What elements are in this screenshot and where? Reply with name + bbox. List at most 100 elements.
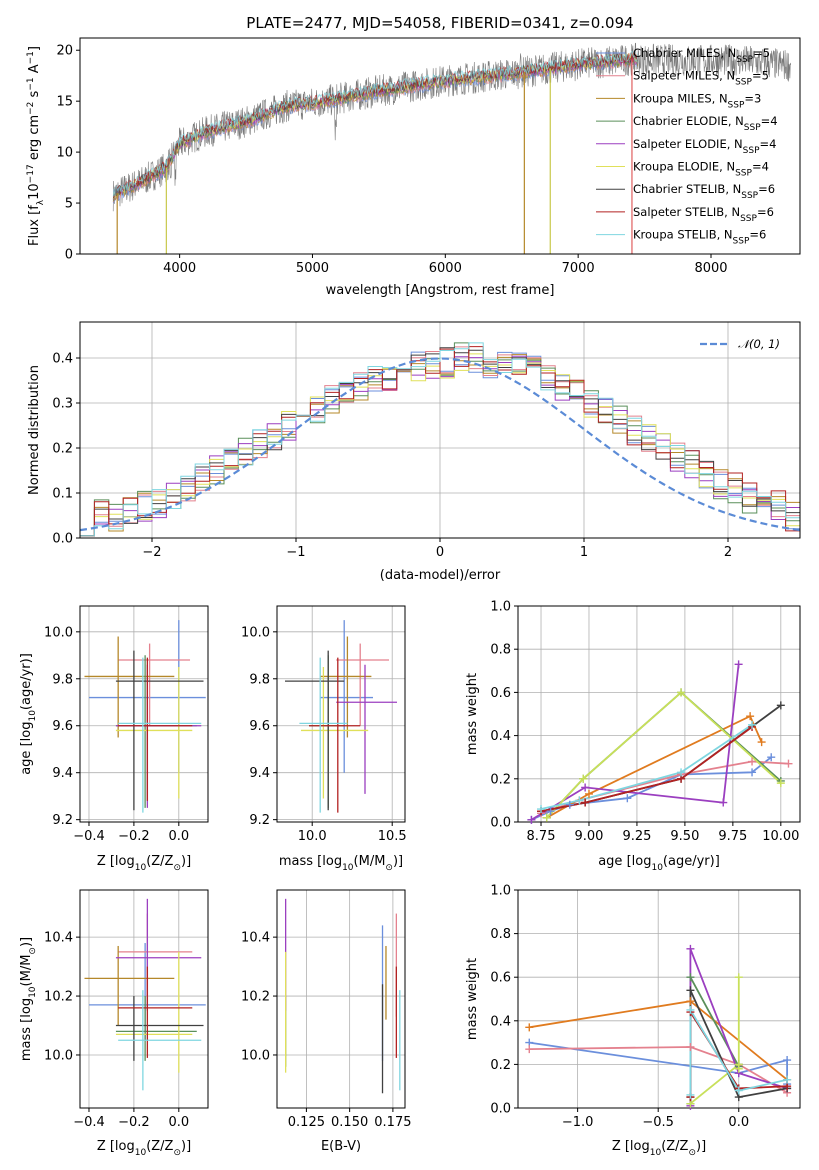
frame-mass_Z: −0.4 −0.2 0.0 10.0 10.2 10.4 [44,889,209,1130]
mass-Z-ylabel-part: 10 [28,986,38,998]
y-tick-label: 10.4 [44,931,73,946]
legend-entry-part: Chabrier ELODIE, N [633,114,744,128]
frame-mass_ebv: 0.125 0.150 0.175 10.0 10.2 10.4 [241,889,412,1130]
model-spectrum-chabrier-stelib [112,52,639,199]
axes-frame [79,605,209,823]
x-tick-label: −1.0 [562,1115,594,1130]
x-tick-label: −2 [142,545,161,560]
mass-Z-ylabel-part: mass [log [19,998,34,1061]
axes-weight_age: 8.75 9.00 9.25 9.50 9.75 10.00 0.0 0.2 0.4 0.6 0.8… [465,600,801,873]
age-mass-xlabel-part: 10 [342,863,354,873]
mass-Z-xlabel-part: Z [log [97,1139,135,1154]
x-tick-label: −1 [286,545,305,560]
axes-age_Z: −0.4 −0.2 0.09.29.49.69.810.0Z [log10(Z/Z⊙… [19,605,209,873]
mass-Z-xlabel-part: ⊙ [173,1148,181,1158]
frame-weight_Z: −1.0 −0.5 0.0 0.0 0.2 0.4 0.6 0.8 1.0 [490,884,801,1130]
plus-marker [748,768,757,777]
residuals-ylabel: Normed distribution [27,365,42,495]
y-tick-label: 10.2 [44,990,73,1005]
frame-age_mass: 10.0 10.5 9.2 9.4 9.6 9.8 10.0 [241,605,407,844]
y-tick-label: 0.2 [490,1058,511,1073]
plot-area-mass_Z [84,898,206,1091]
series-line-kroupa-stelib [689,1006,788,1095]
age-mass-xlabel-part: mass [log [279,854,342,869]
spectrum-ylabel-part: −17 [26,164,36,183]
plot-area-age_Z [84,620,206,813]
y-tick-label: 9.4 [52,766,73,781]
legend-entry: Chabrier ELODIE, NSSP=4 [633,114,778,133]
model-spectrum-kroupa-elodie [112,53,639,200]
age-Z-xlabel-part: (Z/Z [146,854,173,869]
spectrum-ylabel-part: A [27,64,42,77]
weight-Z-ylabel: mass weight [465,958,480,1040]
legend-entry-part: SSP [728,100,745,110]
weight-Z-xlabel-part: ⊙ [688,1148,696,1158]
series-line-kroupa-stelib [540,724,753,810]
legend-entry: Chabrier MILES, NSSP=5 [633,46,770,65]
x-tick-label: 0.150 [331,1115,368,1130]
weight-Z-xlabel-part: (Z/Z [661,1139,688,1154]
plus-marker [776,701,785,710]
axes-frame [517,889,801,1109]
plot-area-age_mass [285,620,397,813]
y-tick-label: 10 [56,146,73,161]
y-tick-label: 9.2 [249,813,270,828]
age-Z-xlabel-part: ⊙ [173,863,181,873]
figure-title: PLATE=2477, MJD=54058, FIBERID=0341, z=0… [246,14,633,32]
data-spectrum-line [112,42,791,212]
weight-Z-xlabel-part: Z [log [612,1139,650,1154]
histogram-kroupa-stelib [80,342,800,537]
y-tick-label: 10.0 [44,1048,73,1063]
model-spectrum-kroupa-stelib [112,50,639,197]
plus-marker [757,738,766,747]
legend-entry-part: Chabrier MILES, N [633,46,736,60]
x-tick-label: −0.4 [73,829,105,844]
plus-marker [527,815,536,824]
y-tick-label: 0.0 [490,816,511,831]
plus-marker [734,1086,743,1095]
frame-spectrum: 4000 5000 6000 7000 8000 0 5 10 15 20 [56,37,801,276]
x-tick-label: 6000 [429,261,462,276]
y-tick-label: 5 [65,197,73,212]
plus-marker [686,973,695,982]
y-tick-label: 9.6 [52,719,73,734]
spectrum-xlabel: wavelength [Angstrom, rest frame] [326,283,555,298]
y-tick-label: 0 [65,248,73,263]
spectrum-ylabel-part: −1 [26,51,36,64]
axes-frame [79,889,209,1109]
age-Z-xlabel-part: 10 [135,863,147,873]
x-tick-label: 0.125 [288,1115,325,1130]
plus-marker [575,796,584,805]
series-line-chabrier-miles [529,1041,788,1084]
x-tick-label: 8000 [694,261,727,276]
mass-Z-xlabel-part: 10 [135,1148,147,1158]
series-line-kroupa-elodie [689,977,740,1105]
legend-entry-part: =5 [752,69,769,83]
spectrum-ylabel-part: 10 [27,183,42,200]
plus-marker [542,813,551,822]
x-tick-label: 10.5 [378,829,407,844]
axes-frame [276,605,406,823]
plus-marker [686,986,695,995]
y-tick-label: 10.0 [241,1048,270,1063]
axes-residuals: −2 −1 0 1 2 0.0 0.1 0.2 0.3 0.4 (data-model)/error… [27,321,801,583]
y-tick-label: 0.0 [52,532,73,547]
x-tick-label: 9.25 [622,829,651,844]
legend-entry-part: SSP [735,78,752,88]
y-tick-label: 0.1 [52,487,73,502]
plus-marker [776,779,785,788]
mass-Z-ylabel-part: (M/M [19,955,34,987]
spectrum-ylabel-part: erg cm [27,115,42,164]
spectrum-ylabel-part: λ [36,199,46,205]
x-tick-label: 2 [724,545,732,560]
age-mass-xlabel-part: ⊙ [385,863,393,873]
x-tick-label: 0.0 [168,829,189,844]
spectrum-ylabel-part: s [27,90,42,101]
legend-entry: Salpeter MILES, NSSP=5 [633,69,769,88]
axes-mass_Z: −0.4 −0.2 0.010.010.210.4Z [log10(Z/Z⊙)]ma… [19,889,209,1158]
histogram-chabrier-stelib [80,347,800,537]
legend-entry-part: SSP [744,123,761,133]
x-tick-label: 10.00 [762,829,799,844]
legend-entry-part: =6 [758,182,775,196]
x-tick-label: 0.0 [168,1115,189,1130]
